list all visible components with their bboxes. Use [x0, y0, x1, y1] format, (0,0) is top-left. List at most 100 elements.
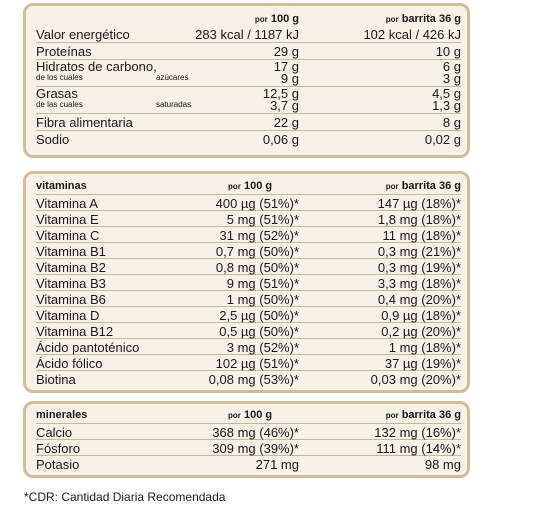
- table-row: Calcio 368 mg (46%)* 132 mg (16%)*: [36, 424, 461, 440]
- row-label: Vitamina B3: [36, 276, 106, 291]
- row-label: Valor energético: [36, 27, 130, 42]
- row-label: Vitamina E: [36, 212, 99, 227]
- row-value-100g: 2,5 µg (50%)*: [219, 308, 299, 323]
- table-row: Sodio 0,06 g 0,02 g: [36, 131, 461, 148]
- nutrition-panel: por 100 g por barrita 36 g Valor energét…: [23, 3, 470, 158]
- table-row: Vitamina E 5 mg (51%)* 1,8 mg (18%)*: [36, 211, 461, 227]
- row-value-bar: 8 g: [442, 115, 461, 130]
- row-value-100g: 368 mg (46%)*: [212, 425, 299, 440]
- row-value-100g: 12,5 g 3,7 g: [262, 86, 299, 113]
- row-value-bar: 98 mg: [424, 457, 461, 472]
- row-value-bar: 0,3 mg (19%)*: [377, 260, 461, 275]
- table-row: Ácido fólico 102 µg (51%)* 37 µg (19%)*: [36, 355, 461, 371]
- row-label: Sodio: [36, 132, 70, 147]
- row-value-bar: 102 kcal / 426 kJ: [363, 27, 461, 42]
- row-value-100g: 0,8 mg (50%)*: [215, 260, 299, 275]
- row-value-100g: 0,06 g: [262, 132, 299, 147]
- table-row: Fósforo 309 mg (39%)* 111 mg (14%)*: [36, 440, 461, 456]
- row-label: Vitamina C: [36, 228, 100, 243]
- table-row: Vitamina B2 0,8 mg (50%)* 0,3 mg (19%)*: [36, 259, 461, 275]
- row-value-bar: 0,4 mg (20%)*: [377, 292, 461, 307]
- row-label: Fósforo: [36, 441, 81, 456]
- table-row: Fibra alimentaria 22 g 8 g: [36, 114, 461, 131]
- row-value-bar: 10 g: [435, 44, 461, 59]
- row-value-100g: 31 mg (52%)*: [219, 228, 299, 243]
- row-value-100g: 309 mg (39%)*: [212, 441, 299, 456]
- row-value-100g: 400 µg (51%)*: [215, 196, 299, 211]
- table-row: Proteínas 29 g 10 g: [36, 43, 461, 60]
- row-value-100g: 29 g: [273, 44, 299, 59]
- table-row: Vitamina B1 0,7 mg (50%)* 0,3 mg (21%)*: [36, 243, 461, 259]
- row-value-bar: 132 mg (16%)*: [374, 425, 461, 440]
- row-value-100g: 3 mg (52%)*: [226, 340, 299, 355]
- vitamins-header-b: por barrita 36 g: [385, 180, 461, 192]
- nutrition-header-a: por 100 g: [254, 13, 299, 25]
- row-value-100g: 0,7 mg (50%)*: [215, 244, 299, 259]
- row-label: Biotina: [36, 372, 76, 387]
- row-value-100g: 22 g: [273, 115, 299, 130]
- row-value-bar: 0,3 mg (21%)*: [377, 244, 461, 259]
- vitamins-header-row: vitaminas por 100 g por barrita 36 g: [36, 179, 461, 195]
- nutrition-table: por 100 g por barrita 36 g Valor energét…: [36, 13, 461, 148]
- row-label: Vitamina A: [36, 196, 98, 211]
- minerals-header-b: por barrita 36 g: [385, 409, 461, 421]
- row-label: Proteínas: [36, 44, 92, 59]
- row-value-bar: 1,8 mg (18%)*: [377, 212, 461, 227]
- footnote: *CDR: Cantidad Diaria Recomendada: [24, 490, 226, 504]
- row-value-100g: 17 g 9 g: [273, 59, 299, 86]
- vitamins-title: vitaminas: [36, 180, 87, 192]
- row-value-bar: 1 mg (18%)*: [388, 340, 461, 355]
- row-value-bar: 4,5 g 1,3 g: [432, 86, 461, 113]
- row-value-bar: 0,2 µg (20%)*: [381, 324, 461, 339]
- row-label: Potasio: [36, 457, 80, 472]
- table-row: Vitamina A 400 µg (51%)* 147 µg (18%)*: [36, 195, 461, 211]
- row-value-bar: 0,03 mg (20%)*: [370, 372, 461, 387]
- row-label: Ácido pantoténico: [36, 340, 140, 355]
- row-label: Vitamina D: [36, 308, 100, 323]
- nutrition-header-b: por barrita 36 g: [385, 13, 461, 25]
- row-value-bar: 0,9 µg (18%)*: [381, 308, 461, 323]
- row-value-bar: 147 µg (18%)*: [377, 196, 461, 211]
- row-value-100g: 271 mg: [255, 457, 299, 472]
- row-label: Grasas de las cuales: [36, 86, 83, 109]
- row-value-100g: 0,08 mg (53%)*: [208, 372, 299, 387]
- row-value-bar: 37 µg (19%)*: [384, 356, 461, 371]
- minerals-panel: minerales por 100 g por barrita 36 g Cal…: [23, 401, 470, 478]
- row-value-100g: 283 kcal / 1187 kJ: [195, 27, 299, 42]
- row-value-100g: 0,5 µg (50%)*: [219, 324, 299, 339]
- row-label: Ácido fólico: [36, 356, 103, 371]
- table-row: Valor energético 283 kcal / 1187 kJ 102 …: [36, 25, 461, 43]
- minerals-header-row: minerales por 100 g por barrita 36 g: [36, 408, 461, 424]
- row-value-100g: 102 µg (51%)*: [215, 356, 299, 371]
- row-value-bar: 0,02 g: [424, 132, 461, 147]
- row-label: Vitamina B12: [36, 324, 114, 339]
- table-row: Vitamina B6 1 mg (50%)* 0,4 mg (20%)*: [36, 291, 461, 307]
- minerals-table: minerales por 100 g por barrita 36 g Cal…: [36, 408, 461, 472]
- minerals-header-a: por 100 g: [228, 409, 273, 421]
- vitamins-panel: vitaminas por 100 g por barrita 36 g Vit…: [23, 171, 470, 393]
- table-row: Vitamina D 2,5 µg (50%)* 0,9 µg (18%)*: [36, 307, 461, 323]
- table-row: Biotina 0,08 mg (53%)* 0,03 mg (20%)*: [36, 371, 461, 387]
- row-value-100g: 9 mg (51%)*: [226, 276, 299, 291]
- row-label: Hidratos de carbono, de los cuales: [36, 59, 157, 82]
- row-value-bar: 111 mg (14%)*: [376, 441, 461, 456]
- vitamins-table: vitaminas por 100 g por barrita 36 g Vit…: [36, 179, 461, 387]
- row-value-bar: 11 mg (18%)*: [382, 228, 461, 243]
- row-label: Vitamina B1: [36, 244, 106, 259]
- table-row: Ácido pantoténico 3 mg (52%)* 1 mg (18%)*: [36, 339, 461, 355]
- row-value-100g: 5 mg (51%)*: [226, 212, 299, 227]
- row-value-bar: 3,3 mg (18%)*: [377, 276, 461, 291]
- row-sublabel: saturadas: [156, 100, 192, 109]
- table-row: Potasio 271 mg 98 mg: [36, 456, 461, 472]
- row-value-100g: 1 mg (50%)*: [226, 292, 299, 307]
- minerals-title: minerales: [36, 409, 88, 421]
- row-label: Calcio: [36, 425, 73, 440]
- table-row: Vitamina B12 0,5 µg (50%)* 0,2 µg (20%)*: [36, 323, 461, 339]
- table-row: Vitamina C 31 mg (52%)* 11 mg (18%)*: [36, 227, 461, 243]
- row-label: Vitamina B6: [36, 292, 106, 307]
- table-row: Grasas de las cuales saturadas 12,5 g 3,…: [36, 87, 461, 114]
- row-value-bar: 6 g 3 g: [442, 59, 461, 86]
- vitamins-header-a: por 100 g: [228, 180, 273, 192]
- row-label: Fibra alimentaria: [36, 115, 133, 130]
- nutrition-header-row: por 100 g por barrita 36 g: [36, 13, 461, 25]
